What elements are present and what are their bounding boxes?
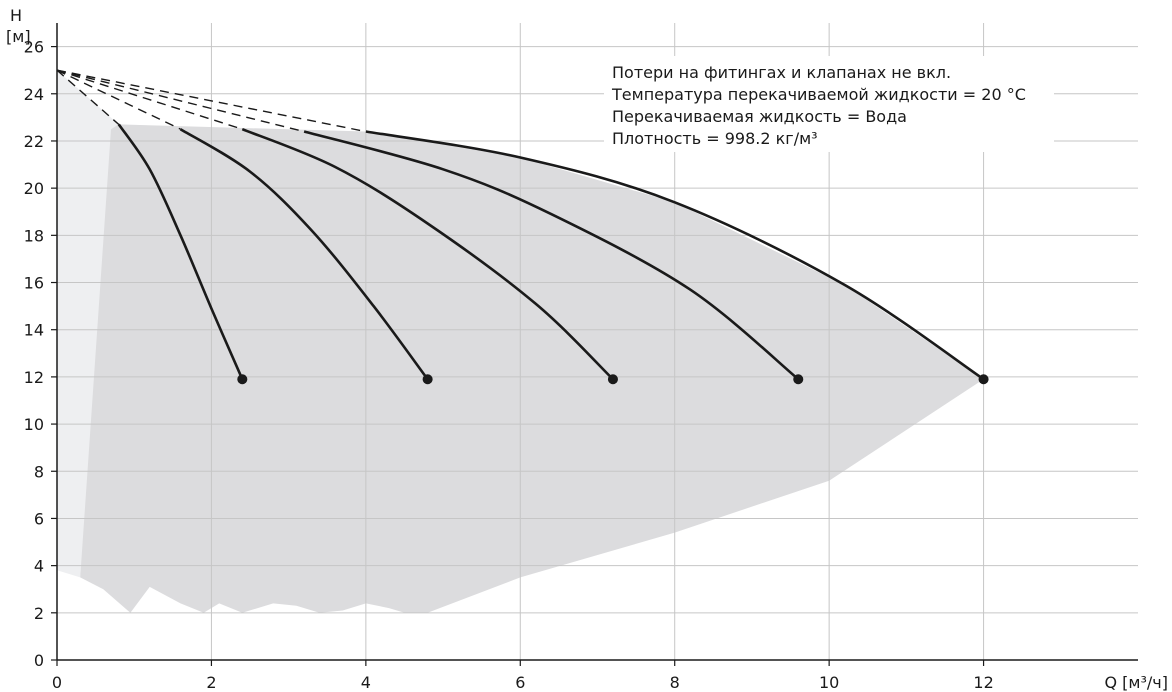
x-tick-label: 8 [670, 673, 680, 692]
x-tick-label: 12 [973, 673, 993, 692]
grid-layer [57, 23, 1138, 660]
curve-5 [365, 130, 985, 381]
operating-area-layer [57, 70, 984, 613]
curve-3-end-point [607, 374, 618, 385]
x-tick-label: 4 [361, 673, 371, 692]
curve-5-dashed-segment [56, 69, 366, 133]
curve-2 [179, 128, 429, 380]
curve-4-dashed-segment [56, 69, 305, 133]
x-tick-label: 6 [515, 673, 525, 692]
y-tick-label: 22 [24, 132, 44, 151]
operating-area [80, 124, 984, 613]
chart-note: Перекачиваемая жидкость = Вода [612, 107, 907, 126]
min-speed-zone [57, 70, 119, 578]
curve-1-end-point [237, 374, 248, 385]
y-tick-label: 12 [24, 368, 44, 387]
curve-2-dashed-segment [56, 69, 181, 130]
notes-layer: Потери на фитингах и клапанах не вкл. Тем… [611, 63, 1026, 148]
y-tick-label: 8 [34, 462, 44, 481]
x-tick-label: 10 [819, 673, 839, 692]
x-tick-label: 0 [52, 673, 62, 692]
y-tick-label: 6 [34, 509, 44, 528]
y-tick-label: 18 [24, 226, 44, 245]
curve-1-dashed-segment [56, 69, 120, 125]
x-tick-label: 2 [206, 673, 216, 692]
y-tick-label: 10 [24, 415, 44, 434]
y-tick-label: 2 [34, 604, 44, 623]
y-tick-label: 20 [24, 179, 44, 198]
y-axis-unit: [м] [6, 27, 31, 46]
notes-background [604, 56, 1054, 152]
chart-note: Плотность = 998.2 кг/м³ [612, 129, 818, 148]
curves-layer [56, 69, 989, 385]
y-tick-label: 16 [24, 274, 44, 293]
curve-2-end-point [422, 374, 433, 385]
chart-note: Температура перекачиваемой жидкости = 20… [611, 85, 1026, 104]
y-tick-label: 0 [34, 651, 44, 670]
curve-1 [117, 123, 244, 380]
curve-5-end-point [978, 374, 989, 385]
curve-4-end-point [793, 374, 804, 385]
curve-3-dashed-segment [56, 69, 243, 130]
curve-4 [303, 130, 800, 381]
y-tick-label: 4 [34, 557, 44, 576]
y-tick-label: 26 [24, 38, 44, 57]
y-tick-label: 24 [24, 85, 44, 104]
x-axis-label: Q [м³/ч] [1105, 673, 1169, 692]
y-tick-label: 14 [24, 321, 44, 340]
chart-note: Потери на фитингах и клапанах не вкл. [612, 63, 951, 82]
curve-3 [241, 127, 614, 381]
y-axis-label: H [10, 6, 22, 25]
